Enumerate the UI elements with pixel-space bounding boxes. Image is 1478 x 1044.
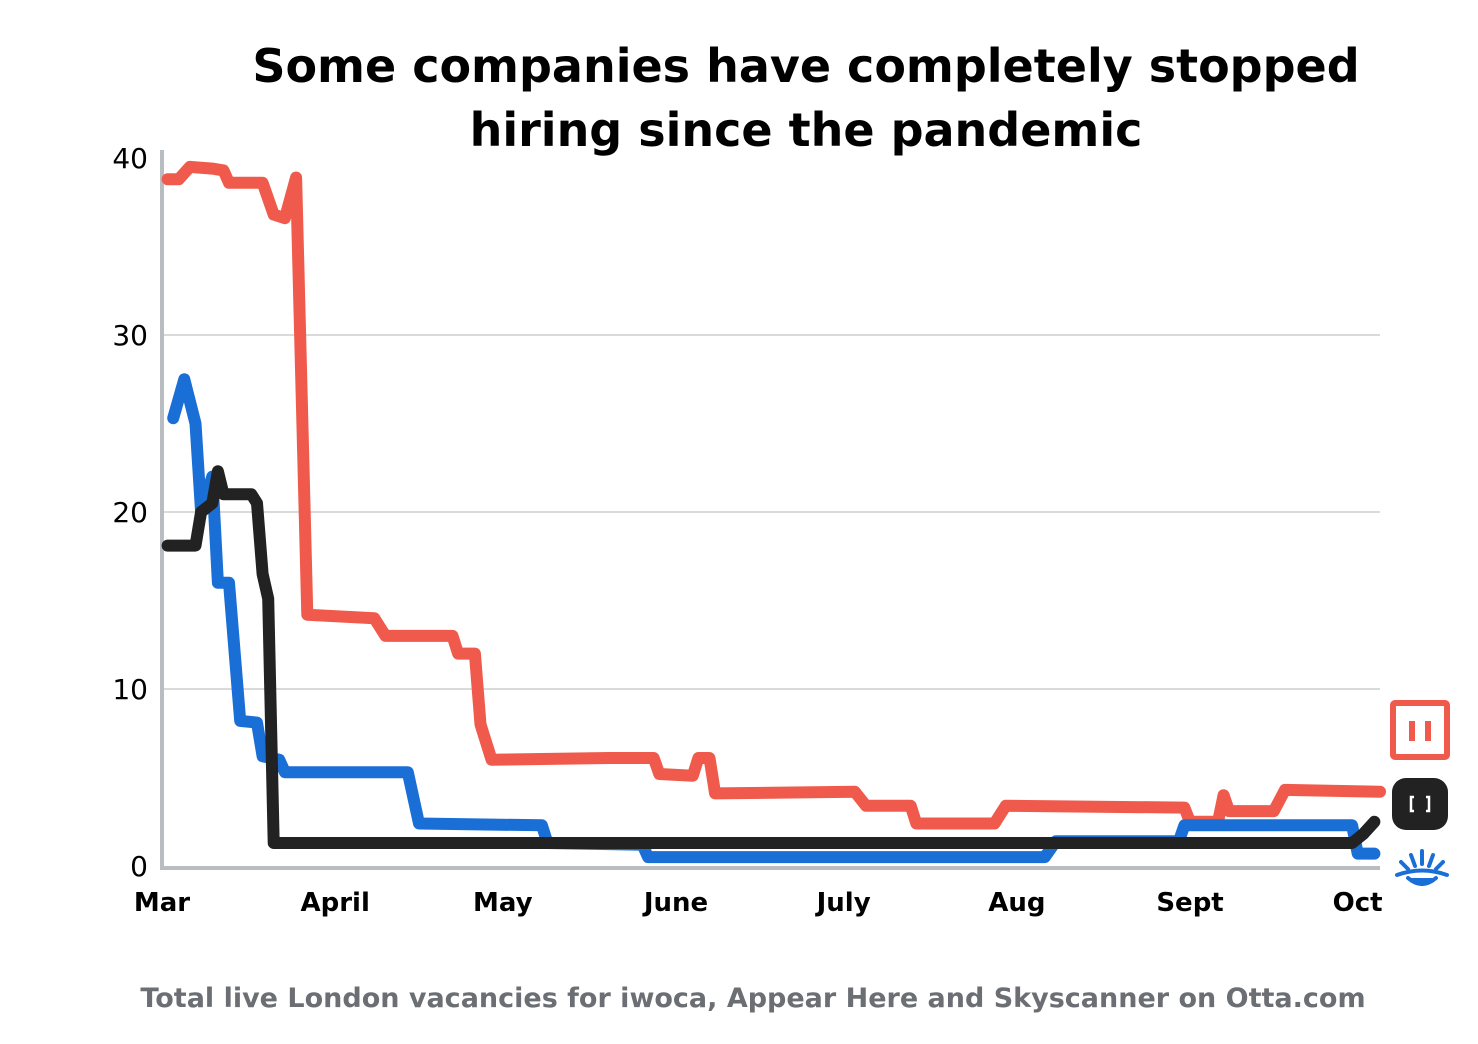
chart-title-line-1: Some companies have completely stopped (252, 39, 1359, 93)
y-tick-label: 30 (112, 319, 148, 352)
x-tick-label: Aug (988, 888, 1045, 918)
x-tick-label: July (815, 888, 871, 918)
y-tick-label: 0 (130, 850, 148, 883)
gridlines (162, 334, 1380, 690)
y-tick-label: 40 (112, 142, 148, 175)
iwoca-logo-icon (1392, 778, 1448, 830)
appear-here-logo-icon (1390, 700, 1450, 760)
x-tick-label: Oct (1333, 888, 1383, 918)
y-tick-labels: 0 10 20 30 40 (112, 142, 148, 883)
iwoca-series-line (161, 465, 1381, 849)
x-tick-label: April (301, 888, 370, 918)
x-tick-label: Mar (134, 888, 190, 918)
y-tick-label: 20 (112, 496, 148, 529)
chart-title-line-2: hiring since the pandemic (470, 103, 1143, 157)
y-tick-label: 10 (112, 673, 148, 706)
x-tick-labels: Mar April May June July Aug Sept Oct (134, 888, 1383, 918)
appear-here-series-line (161, 160, 1386, 830)
x-tick-label: May (473, 888, 533, 918)
x-tick-label: Sept (1156, 888, 1223, 918)
axes (160, 150, 1380, 870)
series-lines (161, 160, 1386, 864)
skyscanner-logo-icon (1395, 849, 1449, 886)
chart-caption: Total live London vacancies for iwoca, A… (140, 983, 1365, 1014)
x-tick-label: June (642, 888, 708, 918)
